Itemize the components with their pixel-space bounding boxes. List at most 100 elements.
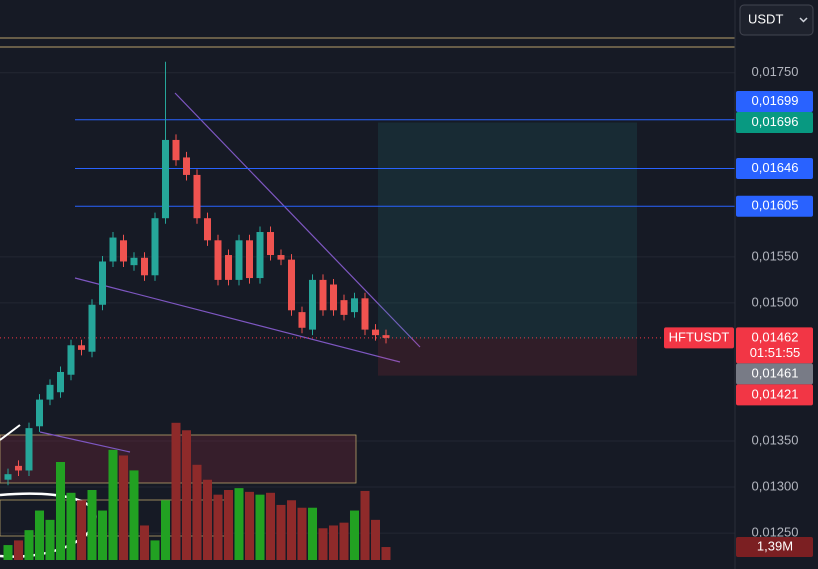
volume-bar xyxy=(192,464,202,560)
position-target-zone xyxy=(378,122,637,339)
price-label: 0,01462 xyxy=(752,329,799,344)
candle-body xyxy=(309,279,316,330)
volume-bar xyxy=(45,519,55,560)
candle-body xyxy=(204,218,211,241)
candle-body xyxy=(99,261,106,305)
candle-body xyxy=(225,255,232,280)
y-tick-label: 0,01750 xyxy=(752,64,799,79)
volume-bar xyxy=(182,430,191,560)
candle-body xyxy=(193,174,201,219)
volume-bar xyxy=(381,547,391,560)
symbol-label-box xyxy=(664,327,734,349)
volume-bar xyxy=(350,510,359,560)
volume-bar xyxy=(234,488,244,560)
price-label-box xyxy=(736,363,813,385)
candle-body xyxy=(141,257,148,276)
candle-body xyxy=(15,465,22,471)
price-label-box xyxy=(736,111,813,133)
candle-body xyxy=(130,257,138,266)
price-label: 0,01696 xyxy=(752,114,799,129)
volume-bar xyxy=(371,519,380,560)
volume-bar xyxy=(161,500,170,560)
volume-bar xyxy=(35,510,44,560)
currency-select[interactable]: USDT xyxy=(739,4,814,36)
candle-body xyxy=(78,345,85,350)
candle-body xyxy=(340,300,348,315)
candle-body xyxy=(67,345,75,375)
volume-bar xyxy=(297,507,307,560)
y-tick-label: 0,01500 xyxy=(752,294,799,309)
price-label-box xyxy=(736,195,813,217)
y-tick-label: 0,01350 xyxy=(752,432,799,447)
volume-bar xyxy=(129,470,139,560)
volume-bar xyxy=(266,492,275,560)
candle-body xyxy=(109,237,117,262)
candle-body xyxy=(372,329,379,336)
price-label: 0,01461 xyxy=(752,365,799,380)
candle-body xyxy=(235,240,243,280)
volume-bar xyxy=(77,500,86,560)
volume-bar xyxy=(276,504,286,560)
price-label: 0,01699 xyxy=(752,93,799,108)
volume-bar xyxy=(56,462,65,560)
candle-body xyxy=(330,284,337,311)
volume-bar xyxy=(87,490,97,560)
currency-label: USDT xyxy=(748,11,783,26)
candle-body xyxy=(361,298,369,330)
volume-bar xyxy=(171,422,181,560)
candle-body xyxy=(319,279,327,311)
marker-stroke xyxy=(0,424,21,441)
candle-body xyxy=(183,157,190,175)
volume-bar xyxy=(308,507,317,560)
volume-bar xyxy=(98,510,107,560)
price-label: 0,01421 xyxy=(752,386,799,401)
candle-body xyxy=(151,218,159,276)
y-tick-label: 0,01550 xyxy=(752,248,799,263)
y-tick-label: 0,01300 xyxy=(752,478,799,493)
volume-bar xyxy=(318,528,328,560)
candle-body xyxy=(162,139,169,219)
volume-bar xyxy=(119,455,128,560)
volume-bar xyxy=(329,525,338,560)
volume-bar xyxy=(3,545,13,560)
volume-bar xyxy=(287,500,296,560)
y-tick-label: 0,01250 xyxy=(752,525,799,540)
candle-body xyxy=(172,139,180,161)
candle-body xyxy=(351,298,358,313)
trend-line xyxy=(74,277,401,363)
countdown: 01:51:55 xyxy=(750,345,801,360)
candle-body xyxy=(36,399,43,427)
volume-bar xyxy=(224,490,233,560)
candle-body xyxy=(25,428,33,471)
volume-bar xyxy=(255,494,265,560)
candles xyxy=(3,61,391,560)
candle-body xyxy=(88,304,96,352)
volume-bar xyxy=(150,540,160,560)
volume-bar xyxy=(14,540,23,560)
price-label-box xyxy=(736,157,813,179)
candle-body xyxy=(4,474,12,480)
trend-line xyxy=(39,431,131,453)
candle-body xyxy=(246,240,253,279)
candle-body xyxy=(57,371,64,393)
volume-bar xyxy=(339,522,349,560)
price-label-box xyxy=(736,327,813,364)
volume-label: 1,39M xyxy=(757,538,793,553)
price-label-box xyxy=(736,384,813,406)
volume-bar xyxy=(108,449,118,560)
candle-body xyxy=(298,312,306,328)
price-axis: 0,01750 0,01550 0,01500 0,01350 0,01300 0,012… xyxy=(736,64,813,558)
candle-body xyxy=(214,240,222,280)
trend-line xyxy=(174,92,421,348)
volume-bar xyxy=(203,479,212,560)
volume-bar xyxy=(24,530,34,560)
symbol-label: HFTUSDT xyxy=(669,329,730,344)
volume-bar xyxy=(245,491,254,560)
candle-body xyxy=(277,255,285,260)
price-label: 0,01646 xyxy=(752,160,799,175)
volume-bar xyxy=(140,525,149,560)
chevron xyxy=(799,17,808,23)
currency-button[interactable] xyxy=(739,4,814,36)
